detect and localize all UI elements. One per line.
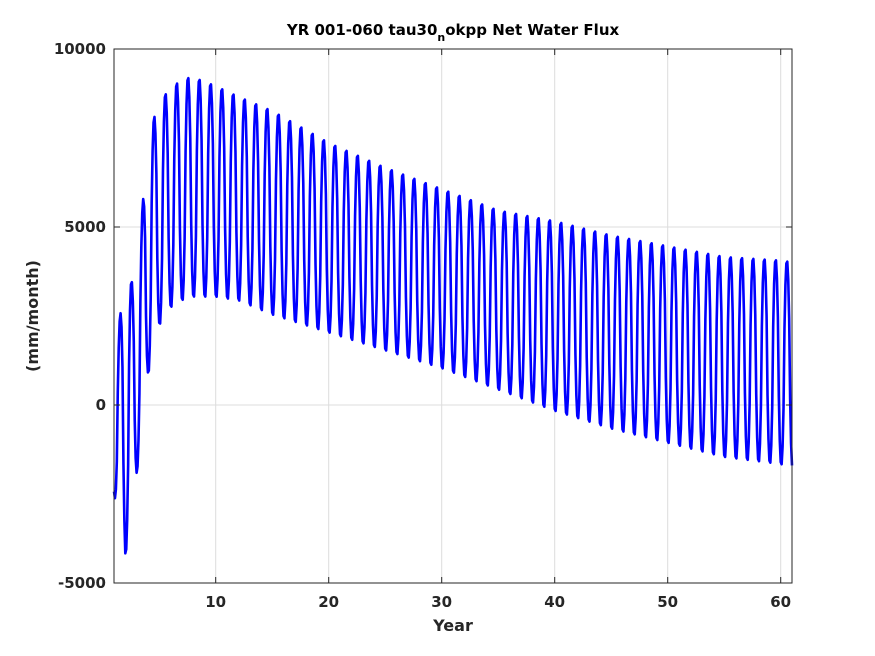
series-0-line <box>112 76 794 555</box>
chart-title-subscript: n <box>437 31 445 44</box>
y-axis-label: (mm/month) <box>23 260 42 372</box>
x-axis-label: Year <box>432 616 473 635</box>
x-tick-label: 10 <box>205 593 226 611</box>
x-tick-label: 30 <box>431 593 452 611</box>
y-tick-label: 5000 <box>64 218 106 236</box>
y-axis-ticks: -5000 0 5000 10000 <box>54 40 792 592</box>
y-tick-label: -5000 <box>58 574 106 592</box>
x-tick-label: 60 <box>770 593 791 611</box>
chart-title: YR 001-060 tau30nokpp Net Water Flux <box>286 21 620 44</box>
plot-frame <box>113 48 793 584</box>
x-tick-label: 20 <box>318 593 339 611</box>
x-tick-label: 50 <box>657 593 678 611</box>
series-line <box>112 76 794 555</box>
x-axis-ticks: 10 20 30 40 50 60 <box>205 49 791 611</box>
chart-title-suffix: okpp Net Water Flux <box>445 21 619 39</box>
chart-title-prefix: YR 001-060 tau30 <box>286 21 438 39</box>
y-tick-label: 10000 <box>54 40 106 58</box>
x-tick-label: 40 <box>544 593 565 611</box>
plot-area <box>114 49 792 583</box>
y-tick-label: 0 <box>96 396 106 414</box>
